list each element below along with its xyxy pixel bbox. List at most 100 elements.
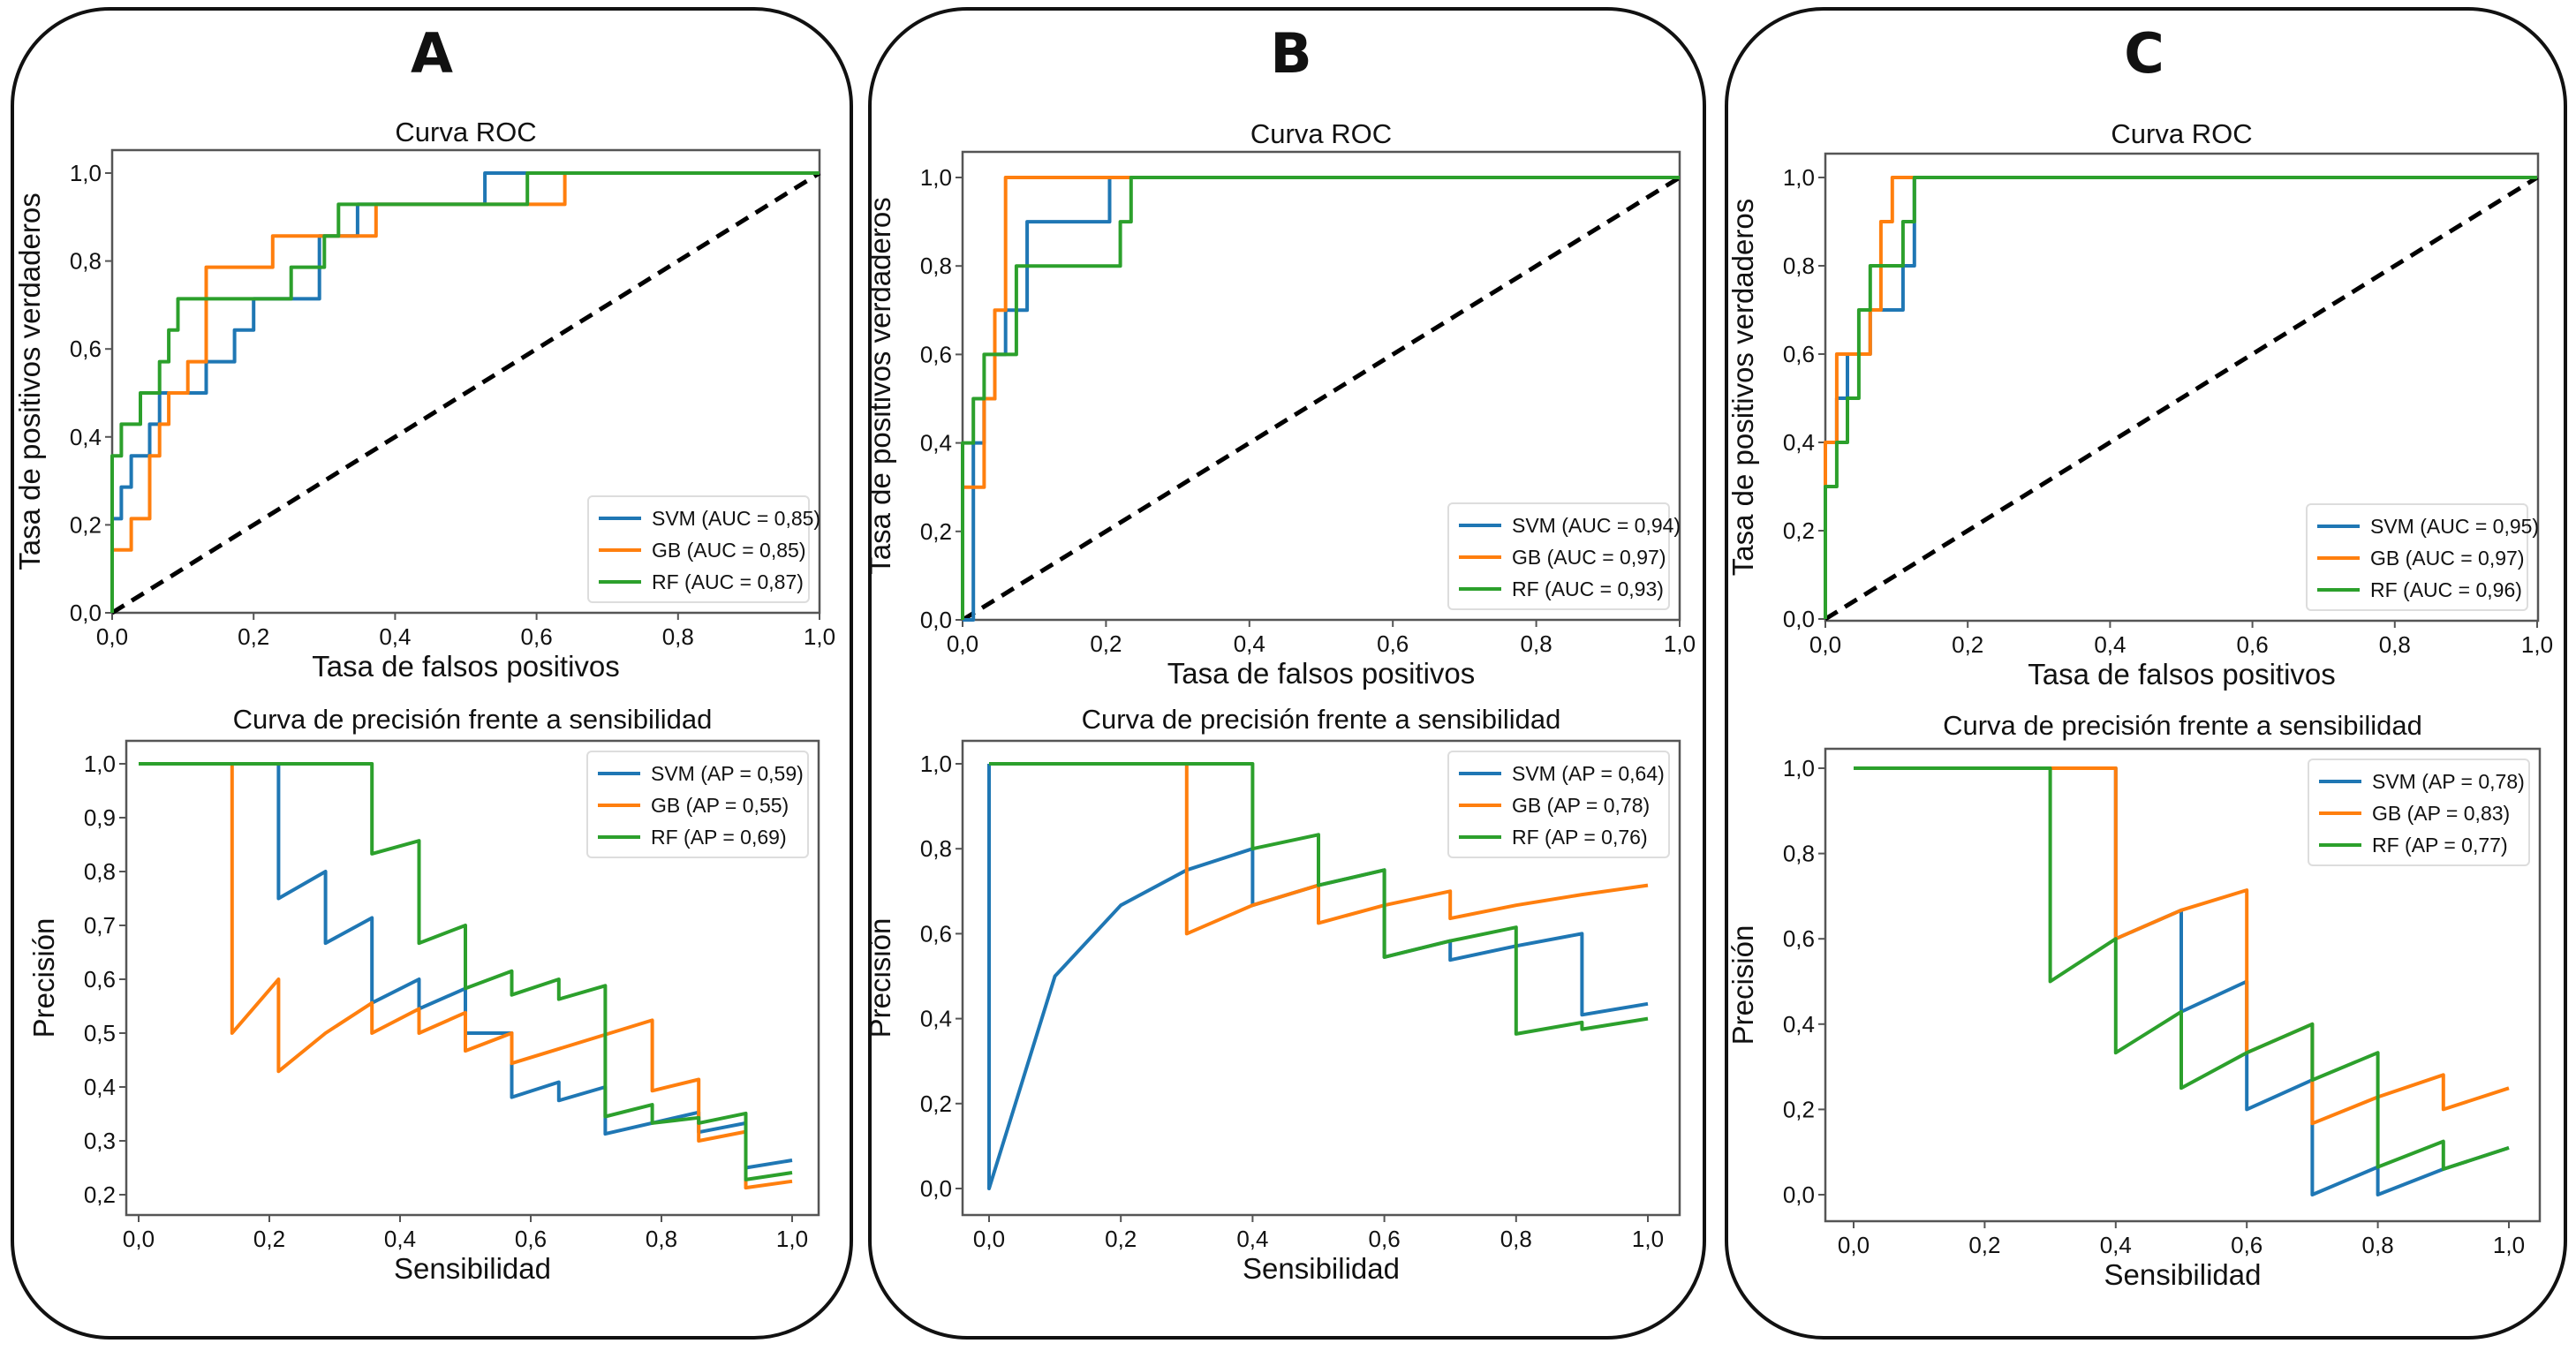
y-tick-label: 0,2	[1783, 517, 1815, 544]
chart-B-roc: Curva ROC 0,0 0,2 0,4 0,6 0,8 1,0 0,0 0,2 0,4 0,6 0…	[864, 118, 1696, 690]
x-tick-label: 0,2	[253, 1226, 285, 1252]
y-tick-label: 0,2	[70, 511, 102, 538]
x-axis-label: Tasa de falsos positivos	[2028, 658, 2336, 691]
y-tick-label: 0,2	[920, 1091, 952, 1117]
x-tick-label: 0,8	[2379, 631, 2411, 658]
y-tick-label: 0,8	[70, 248, 102, 275]
legend-box	[1447, 502, 1670, 610]
y-tick-label: 0,6	[920, 341, 952, 367]
y-tick-label: 0,8	[1783, 841, 1815, 867]
legend-box	[1447, 751, 1670, 858]
legend-box	[2306, 503, 2528, 611]
x-axis-label: Sensibilidad	[2104, 1258, 2262, 1291]
y-tick-label: 0,0	[920, 1175, 952, 1202]
legend-box	[2308, 759, 2530, 866]
legend: SVM (AP = 0,78) GB (AP = 0,83) RF (AP = 0,…	[2308, 759, 2530, 866]
y-tick-label: 0,6	[920, 920, 952, 947]
series-line-rf	[1854, 766, 2510, 1171]
x-tick-label: 0,8	[662, 623, 694, 650]
series-line-rf	[139, 762, 793, 1181]
legend-label: GB (AP = 0,55)	[651, 794, 789, 817]
y-tick-label: 0,5	[84, 1020, 116, 1046]
x-tick-label: 1,0	[804, 623, 835, 650]
series-line-rf	[961, 176, 1680, 620]
chance-line	[961, 175, 1681, 623]
x-tick-label: 0,6	[521, 623, 553, 650]
legend-label: RF (AUC = 0,87)	[652, 570, 804, 593]
legend: SVM (AUC = 0,95) GB (AUC = 0,97) RF (AUC =…	[2306, 503, 2539, 611]
chart-title: Curva de precisión frente a sensibilidad	[1082, 704, 1561, 735]
legend: SVM (AP = 0,64) GB (AP = 0,78) RF (AP = 0,…	[1447, 751, 1670, 858]
legend-label: RF (AP = 0,77)	[2372, 834, 2508, 857]
chart-title: Curva de precisión frente a sensibilidad	[1943, 710, 2422, 741]
series-line-gb	[961, 176, 1680, 620]
legend-label: GB (AP = 0,83)	[2372, 802, 2510, 825]
x-tick-label: 0,0	[1838, 1232, 1870, 1258]
x-tick-label: 0,2	[1968, 1232, 2000, 1258]
y-tick-label: 0,6	[1783, 925, 1815, 952]
legend: SVM (AUC = 0,94) GB (AUC = 0,97) RF (AUC =…	[1447, 502, 1681, 610]
y-tick-label: 0,0	[920, 607, 952, 633]
legend-label: SVM (AUC = 0,95)	[2370, 515, 2539, 538]
chance-line	[1824, 175, 2539, 622]
y-tick-label: 1,0	[70, 160, 102, 186]
y-tick-label: 0,4	[84, 1074, 116, 1100]
legend-box	[587, 495, 810, 603]
legend-label: SVM (AUC = 0,85)	[652, 507, 820, 530]
x-tick-label: 0,0	[947, 630, 978, 657]
x-tick-label: 0,4	[2094, 631, 2126, 658]
x-tick-label: 0,4	[379, 623, 411, 650]
chart-title: Curva ROC	[2111, 118, 2252, 149]
chart-title: Curva ROC	[1250, 118, 1392, 149]
x-tick-label: 0,2	[1090, 630, 1122, 657]
x-axis-label: Tasa de falsos positivos	[1167, 657, 1476, 690]
panel-letter: C	[2124, 21, 2164, 86]
legend: SVM (AUC = 0,85) GB (AUC = 0,85) RF (AUC =…	[587, 495, 820, 603]
y-tick-label: 0,0	[1783, 606, 1815, 632]
y-tick-label: 0,3	[84, 1128, 116, 1154]
y-tick-label: 0,4	[1783, 429, 1815, 456]
x-tick-label: 0,6	[1377, 630, 1409, 657]
y-tick-label: 0,4	[920, 1006, 952, 1032]
y-tick-label: 1,0	[920, 164, 952, 191]
x-tick-label: 0,6	[1369, 1226, 1401, 1252]
y-tick-label: 1,0	[1783, 164, 1815, 191]
x-tick-label: 0,0	[96, 623, 128, 650]
x-tick-label: 0,2	[1952, 631, 1983, 658]
x-tick-label: 1,0	[2493, 1232, 2525, 1258]
chart-A-roc: Curva ROC 0,0 0,2 0,4 0,6 0,8 1,0 0,0 0,2 0,4 0,6 0…	[13, 117, 835, 683]
legend-label: GB (AUC = 0,97)	[2370, 547, 2524, 570]
legend-label: SVM (AUC = 0,94)	[1512, 514, 1681, 537]
x-tick-label: 0,6	[2231, 1232, 2262, 1258]
x-axis-label: Sensibilidad	[1243, 1252, 1400, 1285]
series-line-gb	[989, 762, 1649, 936]
chart-C-pr: Curva de precisión frente a sensibilidad…	[1726, 710, 2542, 1291]
legend-label: SVM (AP = 0,64)	[1512, 762, 1665, 785]
y-axis-label: Tasa de positivos verdaderos	[864, 197, 896, 574]
chart-A-pr: Curva de precisión frente a sensibilidad…	[27, 704, 820, 1285]
x-tick-label: 0,6	[515, 1226, 547, 1252]
series-line-rf	[989, 762, 1649, 1036]
series-line-gb	[110, 171, 820, 613]
y-tick-label: 0,8	[920, 835, 952, 862]
panel-letter: A	[411, 21, 453, 86]
chart-title: Curva de precisión frente a sensibilidad	[233, 704, 713, 735]
y-tick-label: 0,6	[84, 966, 116, 992]
y-tick-label: 0,4	[70, 424, 102, 450]
y-tick-label: 0,4	[920, 430, 952, 457]
y-tick-label: 0,2	[84, 1181, 116, 1208]
series-line-rf	[1824, 176, 2537, 619]
x-tick-label: 0,2	[1105, 1226, 1137, 1252]
x-tick-label: 0,0	[123, 1226, 155, 1252]
x-axis-label: Sensibilidad	[394, 1252, 551, 1285]
x-tick-label: 0,8	[646, 1226, 677, 1252]
x-tick-label: 0,4	[384, 1226, 416, 1252]
legend-label: RF (AUC = 0,93)	[1512, 577, 1664, 600]
x-tick-label: 0,4	[1236, 1226, 1268, 1252]
y-tick-label: 0,4	[1783, 1011, 1815, 1038]
legend-label: RF (AP = 0,76)	[1512, 826, 1648, 849]
x-tick-label: 1,0	[2521, 631, 2553, 658]
y-tick-label: 0,8	[1783, 253, 1815, 279]
legend-label: GB (AUC = 0,85)	[652, 539, 805, 562]
y-tick-label: 0,2	[920, 518, 952, 545]
